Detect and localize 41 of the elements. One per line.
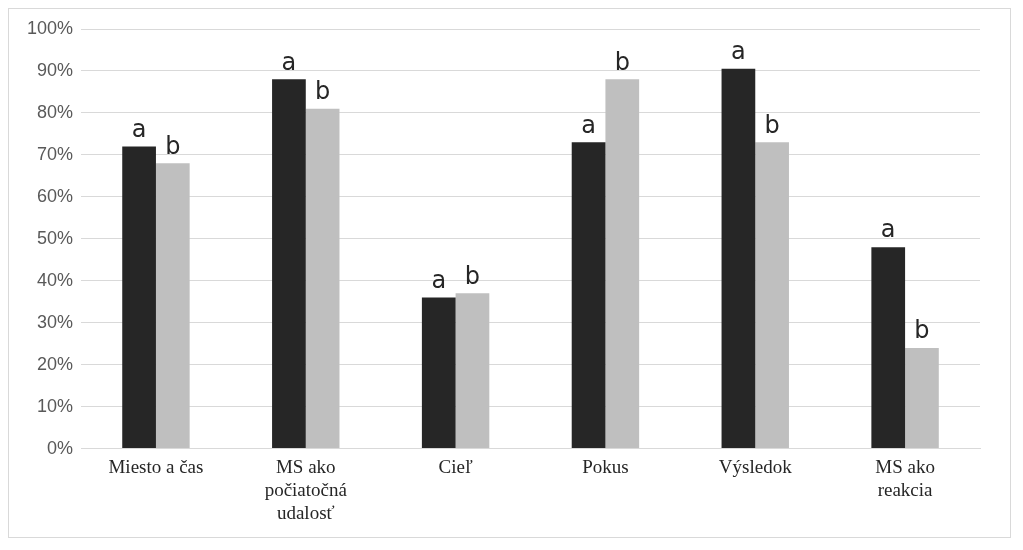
annotation: a [281,47,297,76]
annotation: b [464,261,481,290]
y-tick-label: 40% [37,269,74,290]
bar [571,142,606,449]
bar [721,68,756,449]
y-tick-label: 90% [37,59,74,80]
annotation: a [131,114,147,143]
bar [755,142,789,449]
bar [905,347,939,449]
x-tick-label: Pokus [582,455,629,477]
bar [605,79,640,449]
annotation: b [914,316,930,345]
y-tick-label: 70% [37,143,74,164]
y-tick-label: 10% [37,395,74,416]
annotation: b [165,131,181,160]
x-tick-label: Cieľ [438,455,473,477]
y-tick-label: 100% [26,17,74,38]
annotation: b [315,76,331,105]
annotation: b [614,47,630,76]
bar [305,108,340,449]
bar [155,163,190,449]
x-tick-label: MS ako reakcia [875,455,935,500]
y-tick-label: 50% [37,227,74,248]
bar [421,297,456,449]
y-tick-label: 60% [37,185,74,206]
bar [455,293,490,449]
y-tick-label: 0% [47,437,74,458]
y-tick-label: 80% [37,101,74,122]
annotation: a [431,265,447,294]
annotation: a [581,110,596,139]
x-tick-label: Miesto a čas [108,455,204,477]
x-tick-label: Výsledok [718,455,793,477]
bar [122,146,156,449]
annotation: a [880,215,896,244]
y-tick-label: 20% [37,353,74,374]
x-tick-label: MS ako počiatočná udalosť [264,455,348,523]
bar [272,79,306,449]
annotation: b [764,110,780,139]
annotation: a [731,37,746,66]
y-tick-label: 30% [37,311,74,332]
bar [871,247,906,449]
